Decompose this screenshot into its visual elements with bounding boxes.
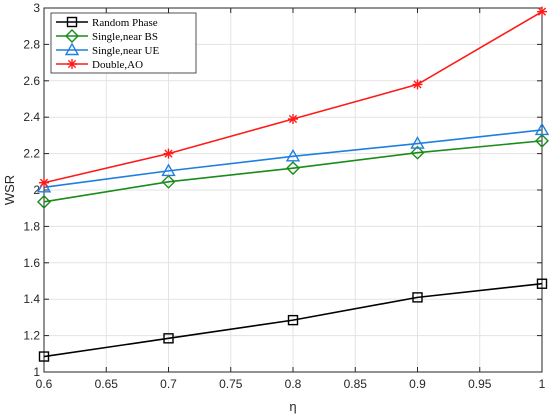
series-line-2 xyxy=(43,129,543,189)
x-axis-label: η xyxy=(289,399,296,414)
x-tick-label: 0.6 xyxy=(36,377,53,391)
y-tick-label: 1.4 xyxy=(23,292,40,306)
legend-marker-1 xyxy=(65,29,79,43)
data-point-2 xyxy=(410,136,425,149)
y-tick-label: 2.4 xyxy=(23,110,40,124)
x-tick-label: 0.8 xyxy=(285,377,302,391)
data-point-2 xyxy=(534,122,550,136)
x-tick-label: 0.7 xyxy=(160,377,177,391)
legend-marker-2 xyxy=(64,42,80,56)
data-point-1 xyxy=(37,194,51,209)
data-point-0 xyxy=(287,314,299,326)
series-lines xyxy=(36,6,550,362)
x-tick-label: 1 xyxy=(539,377,546,391)
y-tick-label: 1.8 xyxy=(23,219,40,233)
data-point-3 xyxy=(537,6,547,17)
legend-marker-3 xyxy=(67,59,77,69)
legend: Random Phase Single,near BS Single,near UE… xyxy=(50,12,197,74)
data-point-2 xyxy=(161,163,176,177)
data-point-0 xyxy=(412,292,423,303)
legend-label-0: Random Phase xyxy=(92,17,158,29)
data-point-1 xyxy=(161,174,176,189)
series-line-1 xyxy=(43,140,543,203)
data-point-2 xyxy=(285,148,301,162)
y-tick-label: 1 xyxy=(33,365,40,379)
y-tick-label: 2.6 xyxy=(23,74,40,88)
x-tick-label: 0.65 xyxy=(95,377,119,391)
x-tick-label: 0.85 xyxy=(344,377,368,391)
data-point-3 xyxy=(412,79,423,90)
y-tick-label: 1.6 xyxy=(23,256,40,270)
data-point-1 xyxy=(286,161,300,176)
axis-ticks: 0.6 0.65 0.7 0.75 0.8 0.85 0.9 0.95 1 1 1.2 1.4 1.6 1… xyxy=(23,1,545,391)
legend-marker-0 xyxy=(66,16,78,28)
y-tick-label: 1.2 xyxy=(23,329,40,343)
legend-box xyxy=(50,12,197,74)
y-tick-label: 3 xyxy=(33,1,40,15)
legend-label-3: Double,AO xyxy=(92,59,143,71)
y-tick-label: 2 xyxy=(33,183,40,197)
data-point-0 xyxy=(536,278,548,289)
series-line-0 xyxy=(43,282,543,358)
y-tick-label: 2.8 xyxy=(23,37,40,51)
y-tick-label: 2.2 xyxy=(23,147,40,161)
data-point-3 xyxy=(39,177,49,188)
x-tick-label: 0.95 xyxy=(468,377,492,391)
legend-label-2: Single,near UE xyxy=(92,45,159,57)
data-point-3 xyxy=(288,114,298,125)
legend-label-1: Single,near BS xyxy=(92,31,158,43)
x-tick-label: 0.75 xyxy=(219,377,243,391)
data-point-3 xyxy=(163,148,174,159)
data-point-0 xyxy=(38,351,50,362)
data-point-1 xyxy=(410,145,425,160)
data-point-1 xyxy=(535,133,549,148)
y-axis-label: WSR xyxy=(2,175,17,205)
x-tick-label: 0.9 xyxy=(409,377,426,391)
data-point-0 xyxy=(163,333,174,344)
